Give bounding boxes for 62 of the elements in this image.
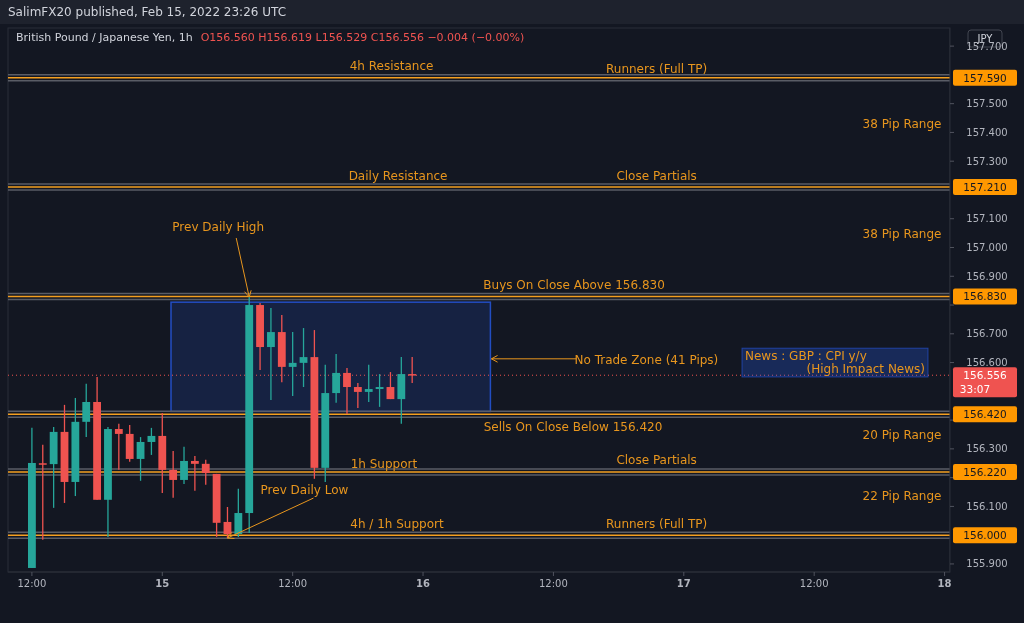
annotation: 38 Pip Range [862, 226, 942, 241]
y-tick-label: 155.900 [966, 558, 1008, 570]
candlestick [353, 382, 362, 409]
y-tick-label: 157.300 [966, 155, 1008, 167]
candlestick [38, 444, 47, 541]
candlestick [82, 383, 91, 438]
annotation: Close Partials [616, 169, 697, 184]
candlestick [201, 459, 210, 486]
candlestick [180, 446, 188, 485]
annotation: 1h Support [350, 456, 418, 471]
annotation: Daily Resistance [348, 169, 448, 184]
candlestick [234, 488, 243, 538]
annotation: Prev Daily Low [260, 483, 349, 498]
annotation: Runners (Full TP) [606, 517, 708, 532]
ref-line-label: 156.220 [963, 465, 1007, 478]
annotation: News : GBP : CPI y/y [745, 348, 867, 363]
candlestick [267, 307, 275, 401]
x-tick-label: 15 [155, 577, 170, 589]
x-tick-label: 12:00 [539, 577, 568, 589]
annotation: Prev Daily High [172, 219, 265, 234]
annotation: Runners (Full TP) [606, 61, 708, 76]
ref-line-label: 156.420 [963, 408, 1007, 421]
y-tick-label: 156.300 [966, 443, 1008, 455]
ref-line-label: 157.210 [963, 181, 1007, 194]
text: 33:07 [959, 383, 991, 396]
x-tick-label: 12:00 [799, 577, 829, 589]
annotation: 38 Pip Range [862, 117, 942, 132]
x-tick-label: 12:00 [278, 577, 308, 589]
annotation: Sells On Close Below 156.420 [483, 420, 663, 435]
y-tick-label: 156.100 [966, 500, 1008, 512]
ref-line-label: 156.556 [963, 369, 1008, 382]
ref-line-label: 156.000 [963, 529, 1007, 542]
text: SalimFX20 published, Feb 15, 2022 23:26 UTC [8, 5, 287, 19]
annotation: Buys On Close Above 156.830 [483, 278, 665, 293]
candlestick [114, 423, 123, 471]
annotation: 20 Pip Range [862, 428, 942, 443]
x-tick-label: 12:00 [17, 577, 47, 589]
y-tick-label: 156.600 [966, 357, 1008, 369]
candlestick [190, 455, 199, 492]
candlestick [288, 331, 297, 397]
annotation: 22 Pip Range [862, 488, 942, 503]
candlestick [364, 364, 373, 403]
x-tick-label: 16 [416, 577, 431, 589]
candlestick [299, 327, 308, 388]
band-label: No Trade Zone (41 Pips) [574, 352, 719, 367]
annotation: 4h / 1h Support [350, 517, 444, 532]
ref-line-label: 156.830 [963, 290, 1007, 303]
x-tick-label: 17 [676, 577, 691, 589]
y-tick-label: 157.400 [966, 126, 1008, 138]
chart-title: British Pound / Japanese Yen, 1h [16, 31, 193, 44]
candlestick [332, 353, 341, 404]
y-tick-label: 156.700 [966, 328, 1008, 340]
chart-subtitle: O156.560 H156.619 L156.529 C156.556 −0.004 (−0.00%) [200, 31, 525, 44]
y-tick-label: 157.100 [966, 213, 1008, 225]
y-tick-label: 156.900 [966, 270, 1008, 282]
annotation: 4h Resistance [349, 58, 434, 73]
y-tick-label: 157.000 [966, 242, 1008, 253]
annotation: Close Partials [616, 452, 697, 467]
ref-line-label: 157.590 [963, 71, 1007, 84]
x-tick-label: 18 [937, 577, 952, 589]
candlestick [169, 450, 178, 499]
y-tick-label: 157.500 [966, 98, 1008, 110]
